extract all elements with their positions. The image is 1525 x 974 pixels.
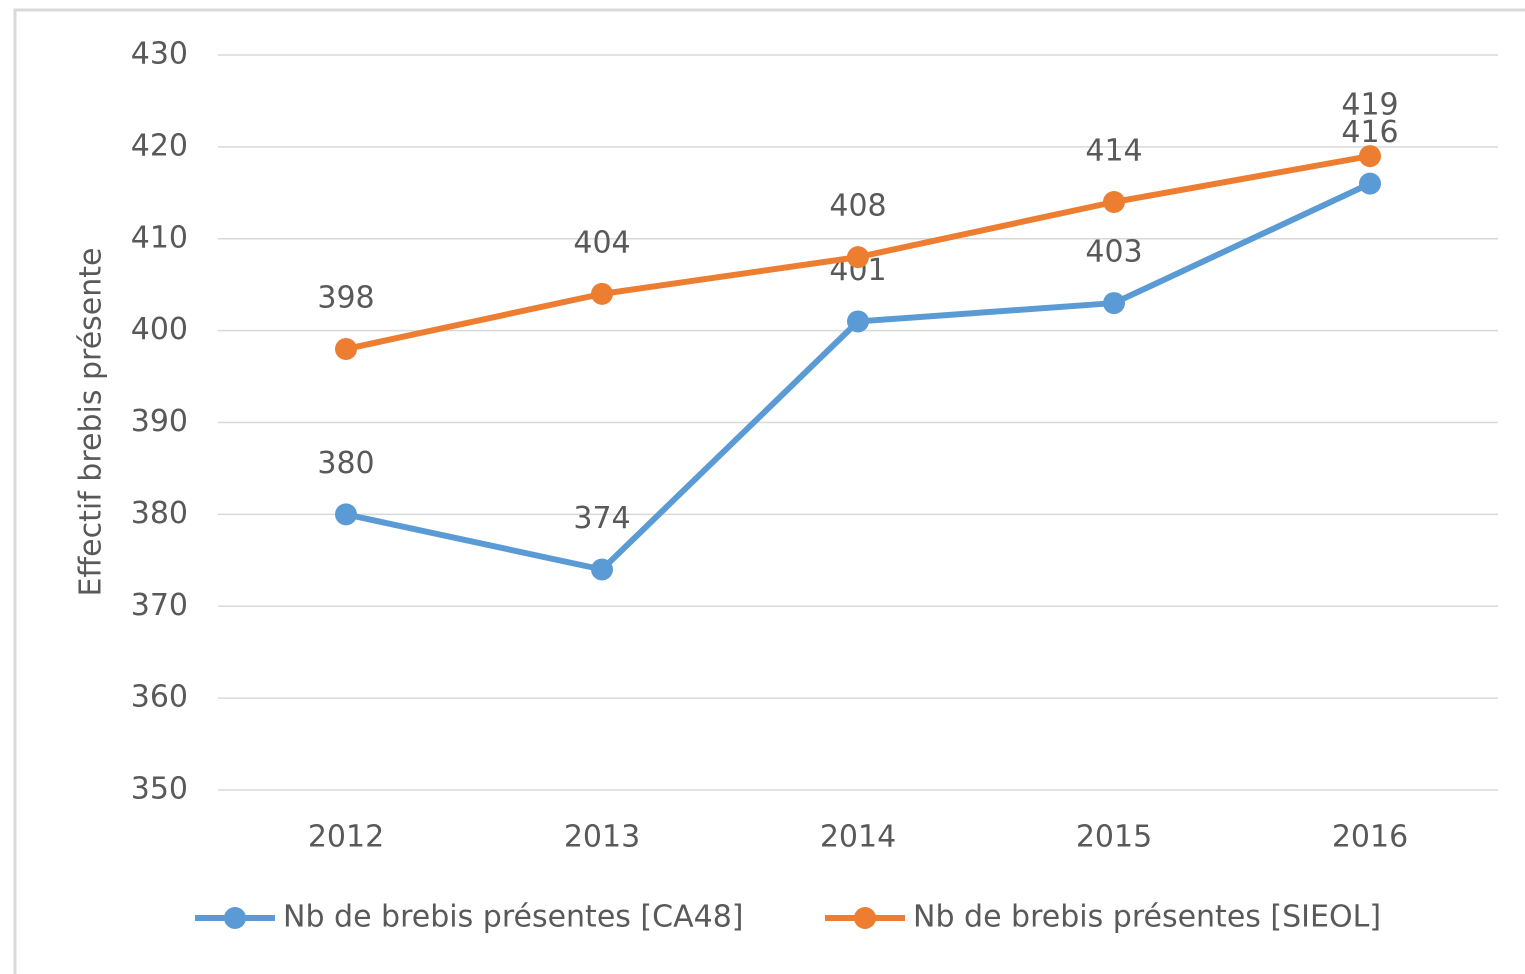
data-label: 403 [1085,235,1142,270]
point [847,310,869,333]
x-tick-label: 2012 [308,820,384,855]
y-tick-label: 400 [131,312,188,347]
data-label: 404 [573,225,630,260]
y-tick-label: 350 [131,772,188,807]
y-tick-label: 420 [131,128,188,163]
point [1103,292,1125,315]
y-tick-label: 430 [131,37,188,72]
point [1103,191,1125,213]
y-tick-label: 390 [131,404,188,439]
chart-border [13,8,1525,974]
point [335,338,357,360]
x-tick-label: 2013 [564,820,640,855]
point [591,282,613,305]
point [1359,145,1381,168]
y-tick-label: 360 [131,680,188,715]
data-label: 408 [829,189,886,224]
data-label: 414 [1085,134,1142,169]
point [335,503,357,526]
data-label: 398 [317,281,374,316]
x-tick-label: 2016 [1332,820,1408,855]
y-tick-label: 380 [131,496,188,531]
point [1359,172,1381,195]
legend-label: Nb de brebis présentes [SIEOL] [913,900,1381,935]
point [847,246,869,269]
legend-label: Nb de brebis présentes [CA48] [283,900,744,935]
y-axis-title: Effectif brebis présente [74,248,109,597]
x-tick-label: 2014 [820,820,896,855]
legend-marker [224,907,246,929]
data-label: 380 [317,446,374,481]
point [591,558,613,581]
y-tick-label: 410 [131,220,188,255]
y-tick-label: 370 [131,588,188,623]
legend-marker [854,907,876,929]
data-label: 416 [1341,115,1398,150]
data-label: 419 [1341,88,1398,123]
data-label: 374 [573,501,630,536]
x-tick-label: 2015 [1076,820,1152,855]
